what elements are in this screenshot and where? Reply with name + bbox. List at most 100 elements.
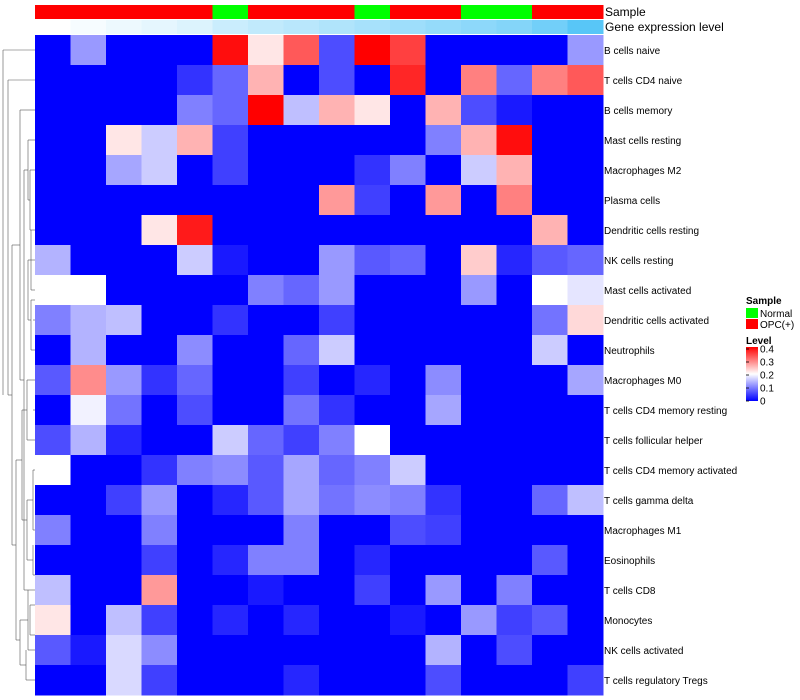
expression-annotation-cell [141, 20, 178, 34]
heatmap-cell [70, 185, 107, 216]
heatmap-cell [141, 485, 178, 516]
heatmap-cell [390, 455, 426, 486]
heatmap-cell [212, 545, 249, 576]
heatmap-cell [248, 245, 284, 276]
sample-annotation-cell [177, 5, 213, 19]
heatmap-cell [106, 185, 142, 216]
heatmap-cell [248, 365, 284, 396]
heatmap-cell [532, 455, 568, 486]
heatmap-cell [567, 515, 604, 546]
heatmap-cell [532, 365, 568, 396]
expression-annotation-cell [461, 20, 497, 34]
heatmap-cell [319, 245, 355, 276]
heatmap-cell [248, 575, 284, 606]
column-annotations [35, 5, 604, 34]
heatmap-cell [567, 185, 604, 216]
heatmap-cell [354, 605, 391, 636]
expression-annotation-cell [35, 20, 71, 34]
heatmap-cell [390, 665, 426, 696]
heatmap-cell [106, 245, 142, 276]
heatmap-cell [283, 485, 320, 516]
heatmap-cell [283, 215, 320, 246]
heatmap-cell [425, 155, 462, 186]
heatmap-cell [532, 275, 568, 306]
heatmap-cell [496, 575, 533, 606]
heatmap-cell [496, 395, 533, 426]
heatmap-cell [141, 65, 178, 96]
heatmap-cell [567, 65, 604, 96]
heatmap-cell [283, 185, 320, 216]
heatmap-cell [461, 485, 497, 516]
heatmap-cell [70, 155, 107, 186]
heatmap-cell [248, 155, 284, 186]
legend-swatch-normal [746, 308, 758, 318]
annotation-label-sample: Sample [605, 5, 646, 19]
heatmap-cell [354, 215, 391, 246]
heatmap-cell [106, 335, 142, 366]
sample-annotation-cell [461, 5, 497, 19]
heatmap-cell [390, 425, 426, 456]
heatmap-cell [567, 665, 604, 696]
row-label: NK cells resting [604, 256, 673, 267]
heatmap-cell [212, 575, 249, 606]
heatmap-cell [106, 65, 142, 96]
heatmap-cell [354, 305, 391, 336]
heatmap-cell [177, 455, 213, 486]
heatmap-cell [390, 185, 426, 216]
expression-annotation-cell [354, 20, 391, 34]
heatmap-cell [354, 245, 391, 276]
heatmap-cell [35, 245, 71, 276]
heatmap-cell [212, 95, 249, 126]
heatmap-cell [141, 575, 178, 606]
legend-level: Level 0.4 0.3 0.2 0.1 0 [746, 336, 774, 408]
heatmap-cell [532, 545, 568, 576]
heatmap-cell [141, 215, 178, 246]
sample-annotation-cell [283, 5, 320, 19]
heatmap-cell [141, 425, 178, 456]
heatmap-cell [319, 665, 355, 696]
heatmap-cell [177, 485, 213, 516]
expression-annotation-cell [106, 20, 142, 34]
heatmap-cell [177, 215, 213, 246]
heatmap-cell [319, 215, 355, 246]
row-label: T cells CD8 [604, 586, 656, 597]
heatmap-cell [35, 485, 71, 516]
heatmap-cell [319, 155, 355, 186]
heatmap-cell [248, 185, 284, 216]
sample-annotation-cell [319, 5, 355, 19]
expression-annotation-cell [532, 20, 568, 34]
heatmap-cell [283, 275, 320, 306]
heatmap-cell [141, 545, 178, 576]
heatmap-cell [283, 305, 320, 336]
heatmap-cell [35, 95, 71, 126]
heatmap-cell [248, 455, 284, 486]
heatmap-cell [567, 215, 604, 246]
heatmap-cell [425, 275, 462, 306]
heatmap-cell [248, 605, 284, 636]
heatmap-cell [248, 65, 284, 96]
heatmap-cell [70, 395, 107, 426]
heatmap-cell [177, 665, 213, 696]
heatmap-cell [461, 215, 497, 246]
heatmap-cell [496, 275, 533, 306]
heatmap-cell [390, 575, 426, 606]
heatmap-cell [70, 305, 107, 336]
heatmap-cell [354, 515, 391, 546]
heatmap-cell [390, 155, 426, 186]
heatmap-cell [177, 365, 213, 396]
level-tick-label: 0.2 [760, 371, 774, 382]
heatmap-cell [354, 395, 391, 426]
heatmap-cell [70, 575, 107, 606]
heatmap-cell [106, 395, 142, 426]
expression-annotation-cell [496, 20, 533, 34]
heatmap-cell [567, 245, 604, 276]
legend-sample-title: Sample [746, 296, 782, 307]
expression-annotation-cell [567, 20, 604, 34]
sample-annotation-cell [390, 5, 426, 19]
heatmap-cell [461, 245, 497, 276]
heatmap-cell [248, 125, 284, 156]
heatmap-cell [177, 155, 213, 186]
heatmap-cell [567, 275, 604, 306]
heatmap-cell [248, 305, 284, 336]
heatmap-cell [177, 35, 213, 66]
